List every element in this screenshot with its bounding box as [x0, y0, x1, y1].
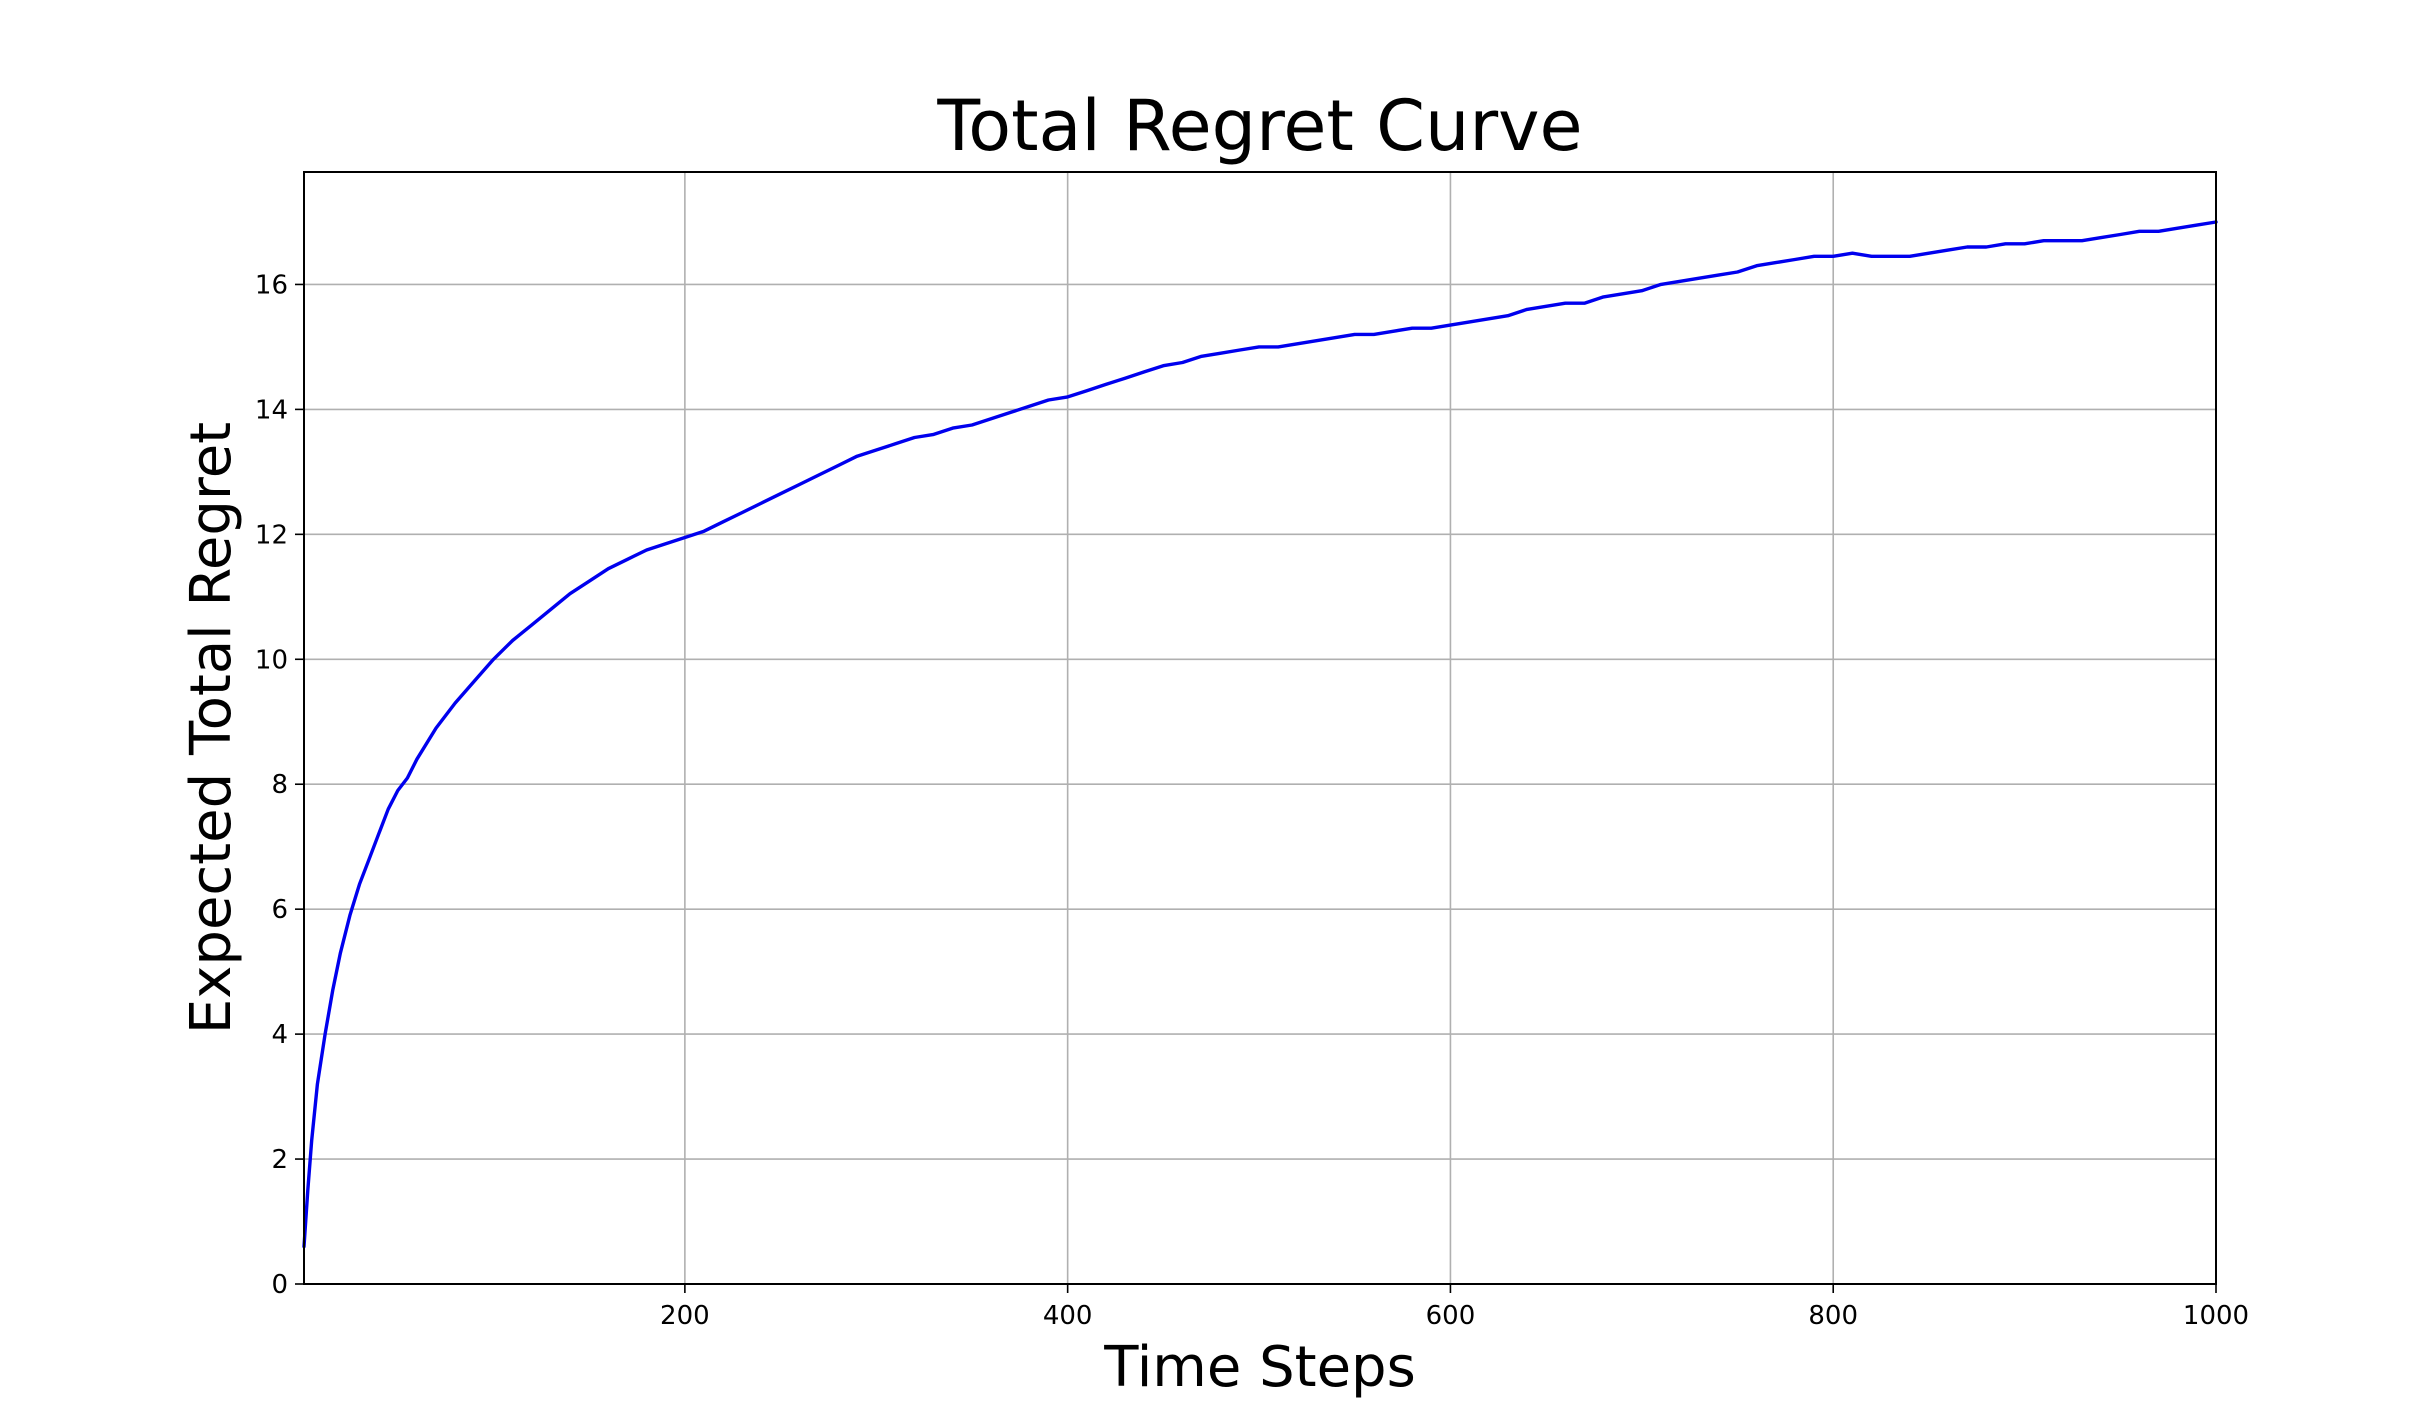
x-tick-label: 1000 [2183, 1301, 2249, 1331]
plot-area [302, 220, 2218, 1249]
x-tick-label: 200 [660, 1301, 710, 1331]
y-tick-label: 10 [255, 645, 288, 675]
y-tick-label: 12 [255, 520, 288, 550]
y-tick-label: 2 [271, 1145, 288, 1175]
regret-series-line [302, 220, 2218, 1249]
ticks: 200 400 600 800 1000 0 2 4 6 8 10 12 14 16 [255, 270, 2249, 1331]
chart-title: Total Regret Curve [936, 85, 1582, 167]
y-tick-label: 8 [271, 770, 288, 800]
x-tick-label: 600 [1426, 1301, 1476, 1331]
y-tick-label: 0 [271, 1270, 288, 1300]
y-tick-label: 14 [255, 395, 288, 425]
grid [304, 172, 2216, 1284]
axes-frame [303, 171, 2217, 1285]
y-axis-label: Expected Total Regret [179, 422, 244, 1034]
y-tick-label: 16 [255, 270, 288, 300]
x-axis-label: Time Steps [1103, 1335, 1416, 1400]
y-tick-label: 4 [271, 1020, 288, 1050]
x-tick-label: 400 [1043, 1301, 1093, 1331]
x-tick-label: 800 [1808, 1301, 1858, 1331]
y-tick-label: 6 [271, 895, 288, 925]
